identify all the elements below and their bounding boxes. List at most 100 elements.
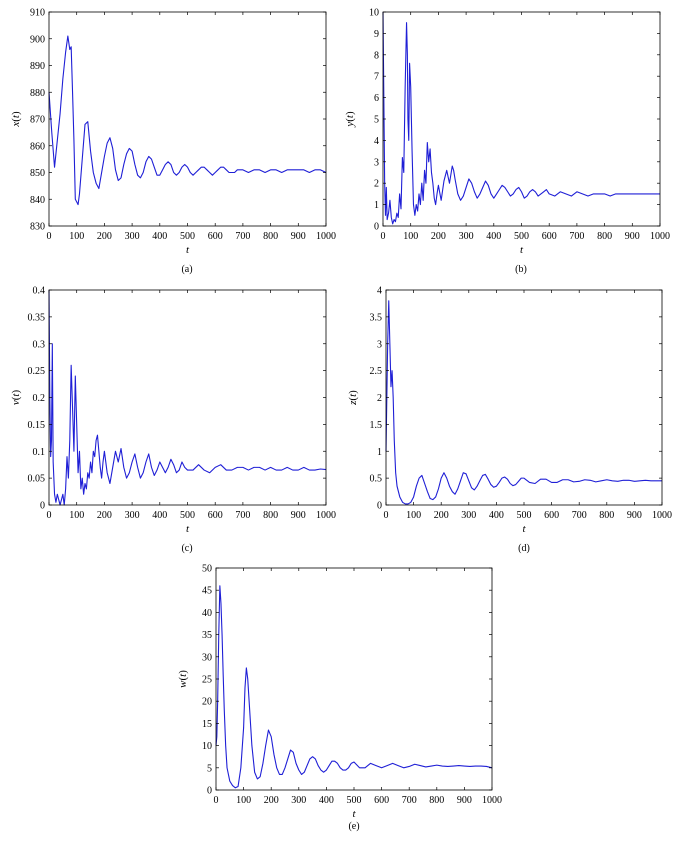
- y-tick-label: 0.25: [28, 366, 46, 377]
- y-tick-label: 1.5: [370, 420, 383, 431]
- x-tick-label: 600: [542, 231, 557, 242]
- chart-panel-a: 0 100 200 300 400 500 600 700 800 900 1000 830 840 85…: [10, 8, 336, 276]
- y-tick-label: 3: [374, 157, 379, 168]
- x-tick-label: 500: [517, 510, 532, 521]
- chart-panel-e: 0 100 200 300 400 500 600 700 800 900 1000 0 5 10 15 20…: [177, 564, 502, 833]
- x-tick-label: 200: [434, 510, 449, 521]
- x-tick-label: 1000: [316, 231, 336, 242]
- x-tick-label: 200: [431, 231, 446, 242]
- series-line: [215, 585, 493, 789]
- y-tick-label: 40: [202, 608, 212, 619]
- x-tick-label: 200: [97, 510, 112, 521]
- y-tick-label: 0.3: [33, 339, 46, 350]
- panel-label: (c): [181, 543, 192, 554]
- y-tick-label: 6: [374, 93, 379, 104]
- y-tick-label: 880: [30, 88, 45, 99]
- y-tick-label: 7: [374, 72, 379, 83]
- y-axis-label: y(t): [344, 111, 356, 128]
- x-tick-label: 400: [489, 510, 504, 521]
- x-tick-label: 200: [264, 795, 279, 806]
- series-line: [48, 289, 327, 506]
- x-tick-label: 1000: [652, 510, 672, 521]
- panel-label: (b): [515, 264, 527, 275]
- x-tick-label: 600: [374, 795, 389, 806]
- y-tick-label: 9: [374, 29, 379, 40]
- y-axis-label: v(t): [10, 390, 22, 406]
- x-tick-label: 400: [486, 231, 501, 242]
- x-axis-label: t: [522, 523, 526, 535]
- y-tick-label: 830: [30, 222, 45, 233]
- y-tick-label: 2: [374, 179, 379, 190]
- x-tick-label: 1000: [316, 510, 336, 521]
- x-tick-label: 700: [235, 510, 250, 521]
- x-tick-label: 300: [461, 510, 476, 521]
- y-tick-label: 8: [374, 50, 379, 61]
- x-tick-label: 700: [402, 795, 417, 806]
- y-tick-label: 2.5: [370, 366, 383, 377]
- x-axis-label: t: [352, 808, 356, 820]
- chart-panel-d: 0 100 200 300 400 500 600 700 800 900 1000 0 0.5 1 1.5…: [347, 286, 672, 555]
- y-tick-label: 4: [374, 136, 379, 147]
- y-tick-label: 850: [30, 168, 45, 179]
- x-tick-label: 700: [569, 231, 584, 242]
- x-tick-label: 800: [597, 231, 612, 242]
- y-tick-label: 0.4: [33, 286, 46, 297]
- x-tick-label: 800: [263, 231, 278, 242]
- x-tick-label: 0: [381, 231, 386, 242]
- x-tick-label: 1000: [482, 795, 502, 806]
- y-tick-label: 0: [40, 501, 45, 512]
- x-tick-label: 0: [384, 510, 389, 521]
- y-axis-label: x(t): [10, 111, 22, 128]
- series-line: [385, 300, 662, 505]
- y-tick-label: 840: [30, 195, 45, 206]
- y-tick-label: 0: [207, 786, 212, 797]
- chart-panel-c: 0 100 200 300 400 500 600 700 800 900 1000 0 0.05 0.1…: [10, 286, 336, 555]
- x-tick-label: 300: [125, 231, 140, 242]
- panel-label: (e): [348, 821, 359, 832]
- x-tick-label: 200: [97, 231, 112, 242]
- x-tick-label: 300: [125, 510, 140, 521]
- y-tick-label: 5: [374, 115, 379, 126]
- x-tick-label: 300: [459, 231, 474, 242]
- panel-label: (d): [518, 543, 530, 554]
- y-tick-label: 900: [30, 34, 45, 45]
- y-axis-label: w(t): [177, 670, 189, 688]
- y-tick-label: 860: [30, 141, 45, 152]
- x-tick-label: 500: [180, 231, 195, 242]
- x-tick-label: 800: [599, 510, 614, 521]
- y-tick-label: 10: [369, 8, 379, 19]
- x-tick-label: 0: [47, 510, 52, 521]
- y-tick-label: 20: [202, 697, 212, 708]
- y-tick-label: 0.5: [370, 474, 383, 485]
- x-tick-label: 0: [47, 231, 52, 242]
- y-tick-label: 0.15: [28, 420, 46, 431]
- x-tick-label: 100: [69, 510, 84, 521]
- y-tick-label: 0: [374, 222, 379, 233]
- x-tick-label: 600: [208, 231, 223, 242]
- y-tick-label: 910: [30, 8, 45, 19]
- x-tick-label: 900: [291, 510, 306, 521]
- panel-label: (a): [181, 264, 192, 275]
- x-tick-label: 700: [572, 510, 587, 521]
- x-tick-label: 900: [291, 231, 306, 242]
- series-line: [382, 11, 660, 225]
- x-tick-label: 100: [403, 231, 418, 242]
- x-tick-label: 900: [627, 510, 642, 521]
- x-tick-label: 800: [263, 510, 278, 521]
- x-axis-label: t: [186, 523, 190, 535]
- y-tick-label: 10: [202, 741, 212, 752]
- y-tick-label: 0.35: [28, 312, 46, 323]
- plot-frame: [215, 567, 493, 791]
- x-tick-label: 600: [208, 510, 223, 521]
- x-tick-label: 400: [152, 510, 167, 521]
- x-tick-label: 0: [214, 795, 219, 806]
- x-tick-label: 500: [347, 795, 362, 806]
- y-tick-label: 890: [30, 61, 45, 72]
- x-tick-label: 400: [152, 231, 167, 242]
- y-tick-label: 45: [202, 586, 212, 597]
- x-axis-label: t: [520, 244, 524, 256]
- series-line: [48, 35, 327, 206]
- y-tick-label: 4: [377, 286, 382, 297]
- y-tick-label: 0.2: [33, 393, 46, 404]
- y-tick-label: 15: [202, 719, 212, 730]
